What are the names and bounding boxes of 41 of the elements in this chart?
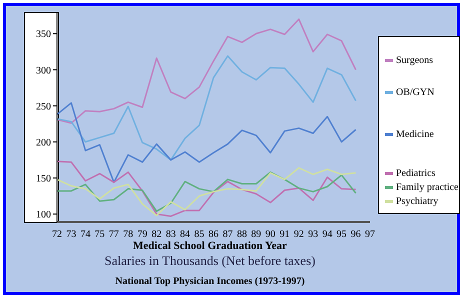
text: National Top Physician Incomes (1973-1997) xyxy=(114,276,306,287)
x-tick-label: 92 xyxy=(294,229,304,240)
x-tick-label: 97 xyxy=(365,229,375,240)
y-tick-label: 150 xyxy=(36,174,51,185)
x-tick-label: 78 xyxy=(123,229,134,240)
x-tick-label: 90 xyxy=(265,229,276,240)
legend-label: Medicine xyxy=(396,129,434,140)
x-tick-label: 75 xyxy=(94,229,105,240)
y-tick-label: 250 xyxy=(36,101,51,112)
x-tick-label: 74 xyxy=(80,229,90,240)
legend-label: Pediatrics xyxy=(396,168,436,179)
x-tick-label: 87 xyxy=(222,229,233,240)
x-tick-label: 83 xyxy=(166,229,176,240)
x-tick-label: 94 xyxy=(322,229,332,240)
x-axis-title: Medical School Graduation Year xyxy=(132,240,288,252)
legend-label: Surgeons xyxy=(396,55,434,66)
x-tick-label: 77 xyxy=(108,229,119,240)
x-tick-label: 82 xyxy=(152,229,162,240)
x-tick-label: 93 xyxy=(308,229,318,240)
x-tick-label: 91 xyxy=(280,229,290,240)
legend-label: Psychiatry xyxy=(396,196,438,207)
line-series xyxy=(56,102,357,184)
x-tick-label: 88 xyxy=(236,229,247,240)
x-tick-label: 84 xyxy=(180,229,190,240)
text: Salaries in Thousands (Net before taxes) xyxy=(104,253,316,269)
x-tick-label: 79 xyxy=(137,229,148,240)
x-tick-label: 85 xyxy=(194,229,204,240)
y-tick-label: 300 xyxy=(36,65,51,76)
legend-label: Family practice xyxy=(396,182,458,193)
x-tick-label: 72 xyxy=(52,229,62,240)
x-tick-label: 89 xyxy=(251,229,262,240)
line-series xyxy=(56,55,357,161)
x-tick-label: 73 xyxy=(66,229,76,240)
x-tick-label: 96 xyxy=(350,229,361,240)
y-tick-label: 100 xyxy=(36,210,51,221)
line-series xyxy=(56,18,357,124)
y-tick-label: 200 xyxy=(36,137,51,148)
legend-label: OB/GYN xyxy=(396,87,434,98)
x-tick-label: 95 xyxy=(336,229,347,240)
x-tick-label: 86 xyxy=(208,229,218,240)
y-tick-label: 350 xyxy=(36,29,51,40)
